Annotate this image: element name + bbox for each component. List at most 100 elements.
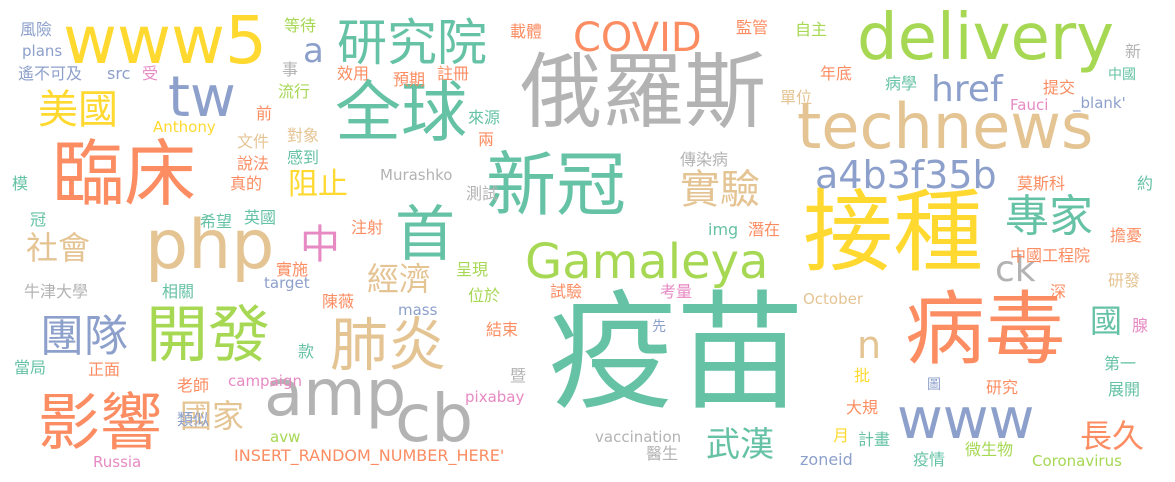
- word-a: a: [303, 31, 324, 71]
- word-about: 約: [1137, 174, 1154, 193]
- word-prevent: 阻止: [288, 167, 348, 202]
- word-zoneid: zoneid: [800, 450, 853, 469]
- word-positive: 正面: [88, 360, 121, 379]
- word-novel-corona: 新冠: [486, 144, 626, 226]
- word-wait: 等待: [284, 16, 317, 35]
- word-php: php: [145, 206, 275, 285]
- word-r-and-d: 研發: [1108, 271, 1141, 290]
- word-coronavirus: Coronavirus: [1032, 452, 1122, 470]
- word-delivery: delivery: [857, 1, 1114, 75]
- word-end: 結束: [486, 320, 519, 339]
- word-consideration: 考量: [660, 282, 693, 301]
- word-risk: 風險: [20, 20, 53, 39]
- word-plans: plans: [22, 42, 63, 60]
- word-implement: 實施: [276, 260, 309, 279]
- word-mass: mass: [398, 301, 438, 319]
- word-expert: 專家: [1005, 191, 1093, 242]
- word-economy: 經濟: [367, 260, 432, 298]
- word-insert-random: INSERT_RANDOM_NUMBER_HERE': [234, 446, 505, 465]
- word-covid: COVID: [573, 15, 702, 61]
- word-before: 前: [256, 104, 273, 123]
- word-test: 測試: [466, 184, 499, 203]
- word-src: src: [107, 64, 131, 83]
- word-research: 研究: [986, 378, 1019, 397]
- word-out-of-reach: 遙不可及: [18, 64, 83, 83]
- word-and: 暨: [510, 366, 527, 385]
- word-similar: 類似: [177, 410, 210, 429]
- word-first: 首: [395, 200, 455, 270]
- word-target-group: 對象: [287, 126, 320, 145]
- word-batch: 批: [854, 366, 871, 385]
- word-nation: 國: [1090, 302, 1123, 340]
- word-register: 註冊: [437, 64, 470, 83]
- word-middle: 中: [300, 222, 340, 268]
- word-teacher: 老師: [177, 376, 210, 395]
- word-hope: 希望: [200, 212, 233, 231]
- word-source: 來源: [468, 108, 501, 127]
- word-china-small: 中國: [1108, 67, 1136, 83]
- word-outbreak: 疫情: [913, 450, 946, 469]
- word-target: target: [264, 274, 310, 292]
- word-chen-wei: 陳薇: [322, 292, 355, 311]
- word-moscow: 莫斯科: [1017, 174, 1066, 193]
- word-related: 相關: [162, 282, 195, 301]
- word-launch: 展開: [1108, 380, 1141, 399]
- word-figure: 圖: [927, 377, 941, 393]
- word-www5: www5: [63, 2, 267, 79]
- word-item: 款: [298, 342, 315, 361]
- word-deep: 深: [1050, 282, 1067, 301]
- word-doctor: 醫生: [646, 444, 679, 463]
- word-inoculation: 接種: [803, 180, 983, 285]
- word-first-prefix: 先: [652, 319, 666, 335]
- word-vaccination: vaccination: [595, 428, 682, 446]
- word-document: 文件: [237, 132, 270, 151]
- word-wuhan: 武漢: [706, 425, 774, 465]
- word-a4b3f35b: a4b3f35b: [815, 153, 997, 197]
- word-worry: 擔憂: [1110, 226, 1143, 245]
- word-located: 位於: [468, 286, 501, 305]
- word-uk: 英國: [244, 208, 277, 227]
- word-receive: 受: [142, 64, 159, 83]
- word-impact: 影響: [38, 386, 163, 459]
- word-experiment: 實驗: [680, 167, 760, 213]
- word-fauci: Fauci: [1010, 96, 1049, 114]
- word-two: 兩: [478, 130, 495, 149]
- word-clinical: 臨床: [52, 132, 197, 216]
- word-virus: 病毒: [905, 283, 1065, 376]
- word-amp: amp: [264, 357, 407, 431]
- word-truly: 真的: [230, 174, 263, 193]
- word-href: href: [931, 69, 1003, 110]
- word-october: October: [803, 290, 864, 308]
- word-model: 模: [12, 174, 29, 193]
- word-ck: ck: [995, 249, 1036, 290]
- word-unit: 單位: [780, 88, 813, 107]
- word-vaccine: 疫苗: [548, 279, 805, 428]
- word-month: 月: [833, 426, 850, 445]
- word-usa: 美國: [38, 87, 118, 133]
- word-www: www: [897, 387, 1035, 452]
- word-blank: _blank': [1073, 94, 1126, 112]
- word-large-scale: 大規: [846, 398, 879, 417]
- word-infectious: 傳染病: [680, 150, 729, 169]
- word-microbe: 微生物: [965, 440, 1014, 459]
- word-society: 社會: [26, 229, 91, 267]
- word-submit: 提交: [1043, 78, 1076, 97]
- word-year-end: 年底: [820, 64, 853, 83]
- word-pneumonia: 肺炎: [330, 311, 447, 379]
- word-develop: 開發: [146, 298, 271, 371]
- word-claim: 說法: [237, 154, 270, 173]
- word-epidemic: 流行: [278, 82, 311, 101]
- word-technews: technews: [797, 90, 1094, 163]
- word-campaign: campaign: [228, 372, 302, 390]
- word-research-institute: 研究院: [337, 14, 487, 72]
- word-plan: 計畫: [858, 430, 891, 449]
- word-global: 全球: [335, 74, 467, 151]
- word-murashko: Murashko: [380, 166, 453, 184]
- word-feel: 感到: [287, 148, 320, 167]
- word-trial: 試驗: [550, 282, 583, 301]
- word-n: n: [857, 323, 882, 367]
- word-oxford: 牛津大學: [24, 282, 89, 301]
- word-gamaleya: Gamaleya: [525, 234, 769, 290]
- word-first-ordinal: 第一: [1104, 354, 1137, 373]
